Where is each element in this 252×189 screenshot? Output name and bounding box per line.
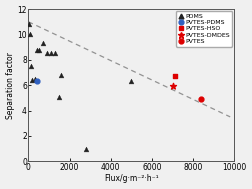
Point [41,42,45,45]
Point [35,48,39,51]
Point [199,98,203,101]
Point [171,85,175,88]
Point [49,52,53,55]
Point [33,77,37,80]
Point [45,52,49,55]
Point [53,52,57,55]
Point [129,80,133,83]
Point [35,80,39,83]
Point [59,74,63,77]
Point [29,65,34,68]
Point [173,75,177,78]
Point [28,33,33,36]
Point [37,48,41,51]
Point [84,147,88,150]
Y-axis label: Separation factor: Separation factor [6,52,15,119]
Point [27,23,32,26]
X-axis label: Flux/g·m⁻²·h⁻¹: Flux/g·m⁻²·h⁻¹ [104,174,159,184]
Point [57,95,61,98]
Point [30,79,35,82]
Legend: PDMS, PVTES-PDMS, PVTES-HSO, PVTES-DMDES, PVTES: PDMS, PVTES-PDMS, PVTES-HSO, PVTES-DMDES… [176,11,232,46]
